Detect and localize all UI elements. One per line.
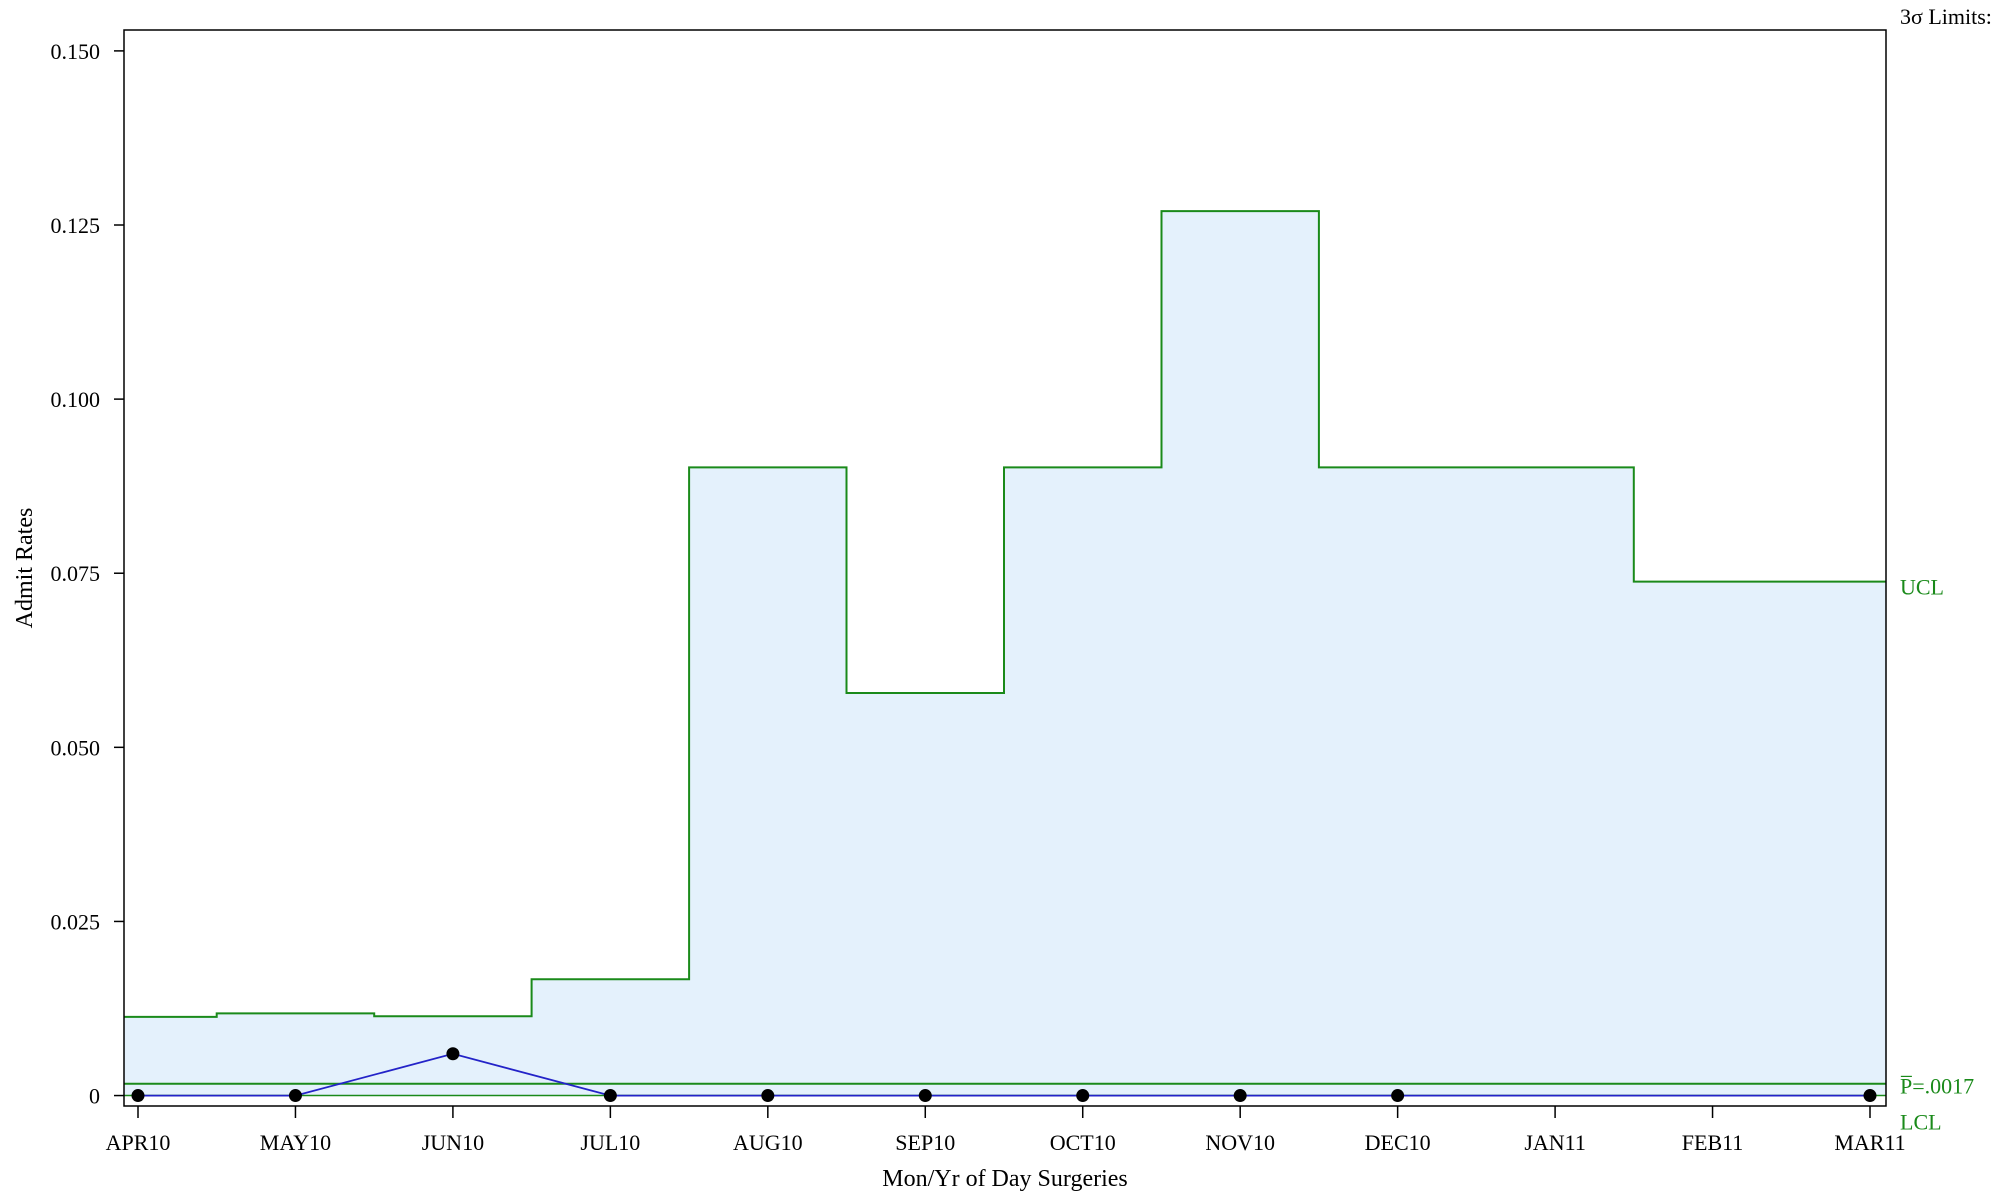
data-point-oct10 — [1076, 1089, 1090, 1103]
data-point-nov10 — [1233, 1089, 1247, 1103]
right-limit-labels: 3σ Limits: UCL P̅=.0017 LCL — [1900, 4, 1992, 1135]
y-tick-label: 0.125 — [51, 213, 101, 238]
y-tick-label: 0.100 — [51, 387, 101, 412]
y-tick-label: 0.050 — [51, 735, 101, 760]
x-tick-label: MAR11 — [1834, 1130, 1905, 1155]
y-axis-title: Admit Rates — [12, 508, 38, 629]
x-tick-label: DEC10 — [1365, 1130, 1431, 1155]
data-point-may10 — [288, 1089, 302, 1103]
y-tick-label: 0.150 — [51, 39, 101, 64]
data-point-dec10 — [1391, 1089, 1405, 1103]
series-line — [138, 1052, 1870, 1097]
ucl-label: UCL — [1900, 575, 1944, 600]
data-point-sep10 — [918, 1089, 932, 1103]
x-tick-label: FEB11 — [1682, 1130, 1744, 1155]
x-tick-label: MAY10 — [260, 1130, 331, 1155]
y-tick-label: 0.025 — [51, 909, 101, 934]
data-point-apr10 — [131, 1089, 145, 1103]
x-tick-label: SEP10 — [895, 1130, 955, 1155]
y-axis: 0 0.025 0.050 0.075 0.100 0.125 0.150 — [51, 39, 124, 1109]
lcl-label: LCL — [1900, 1110, 1942, 1135]
x-axis: APR10 MAY10 JUN10 JUL10 AUG10 SEP10 OCT10 NOV10… — [106, 1106, 1906, 1155]
x-tick-label: APR10 — [106, 1130, 171, 1155]
data-point-jul10 — [603, 1089, 617, 1103]
data-point-mar11 — [1863, 1089, 1877, 1103]
center-line-label: P̅=.0017 — [1900, 1074, 1974, 1099]
x-tick-label: AUG10 — [733, 1130, 803, 1155]
limits-header: 3σ Limits: — [1900, 4, 1992, 29]
x-tick-label: NOV10 — [1205, 1130, 1275, 1155]
y-tick-label: 0 — [89, 1084, 100, 1109]
x-tick-label: JUN10 — [422, 1130, 484, 1155]
plot-frame — [123, 29, 1887, 1107]
ucl-line — [124, 210, 1886, 1018]
admit-rate-series — [131, 1047, 1877, 1103]
data-point-jun10 — [446, 1047, 460, 1061]
data-point-aug10 — [761, 1089, 775, 1103]
x-tick-label: JUL10 — [580, 1130, 640, 1155]
y-tick-label: 0.075 — [51, 561, 101, 586]
x-tick-label: OCT10 — [1050, 1130, 1116, 1155]
x-tick-label: JAN11 — [1524, 1130, 1586, 1155]
x-axis-title: Mon/Yr of Day Surgeries — [882, 1166, 1128, 1192]
